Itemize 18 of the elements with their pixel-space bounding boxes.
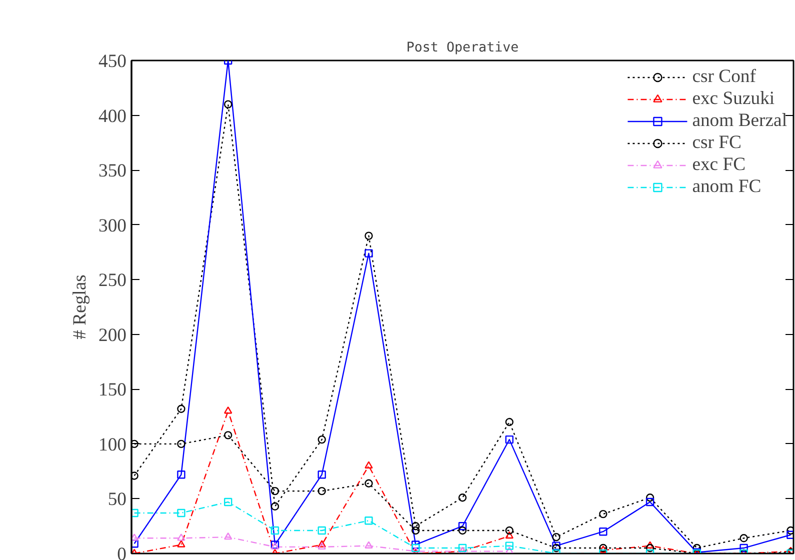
y-tick-label: 300 bbox=[98, 215, 126, 236]
legend-label: anom Berzal bbox=[692, 110, 787, 132]
y-tick-label: 50 bbox=[108, 489, 126, 510]
y-tick-label: 450 bbox=[98, 51, 126, 72]
chart-title: Post Operative bbox=[406, 40, 519, 56]
y-tick-label: 200 bbox=[98, 324, 126, 346]
y-tick-label: 350 bbox=[98, 160, 126, 182]
y-tick-label: 100 bbox=[98, 434, 126, 456]
legend-label: anom FC bbox=[692, 176, 762, 198]
legend-label: csr FC bbox=[692, 132, 742, 154]
legend-label: exc FC bbox=[692, 154, 746, 176]
y-tick-label: 400 bbox=[98, 106, 126, 127]
y-tick-label: 150 bbox=[98, 380, 126, 401]
y-axis-title: # Reglas bbox=[70, 274, 91, 340]
y-tick-label: 0 bbox=[117, 544, 126, 560]
legend-label: csr Conf bbox=[692, 66, 756, 88]
y-tick-label: 250 bbox=[98, 270, 126, 292]
legend-label: exc Suzuki bbox=[692, 88, 775, 110]
